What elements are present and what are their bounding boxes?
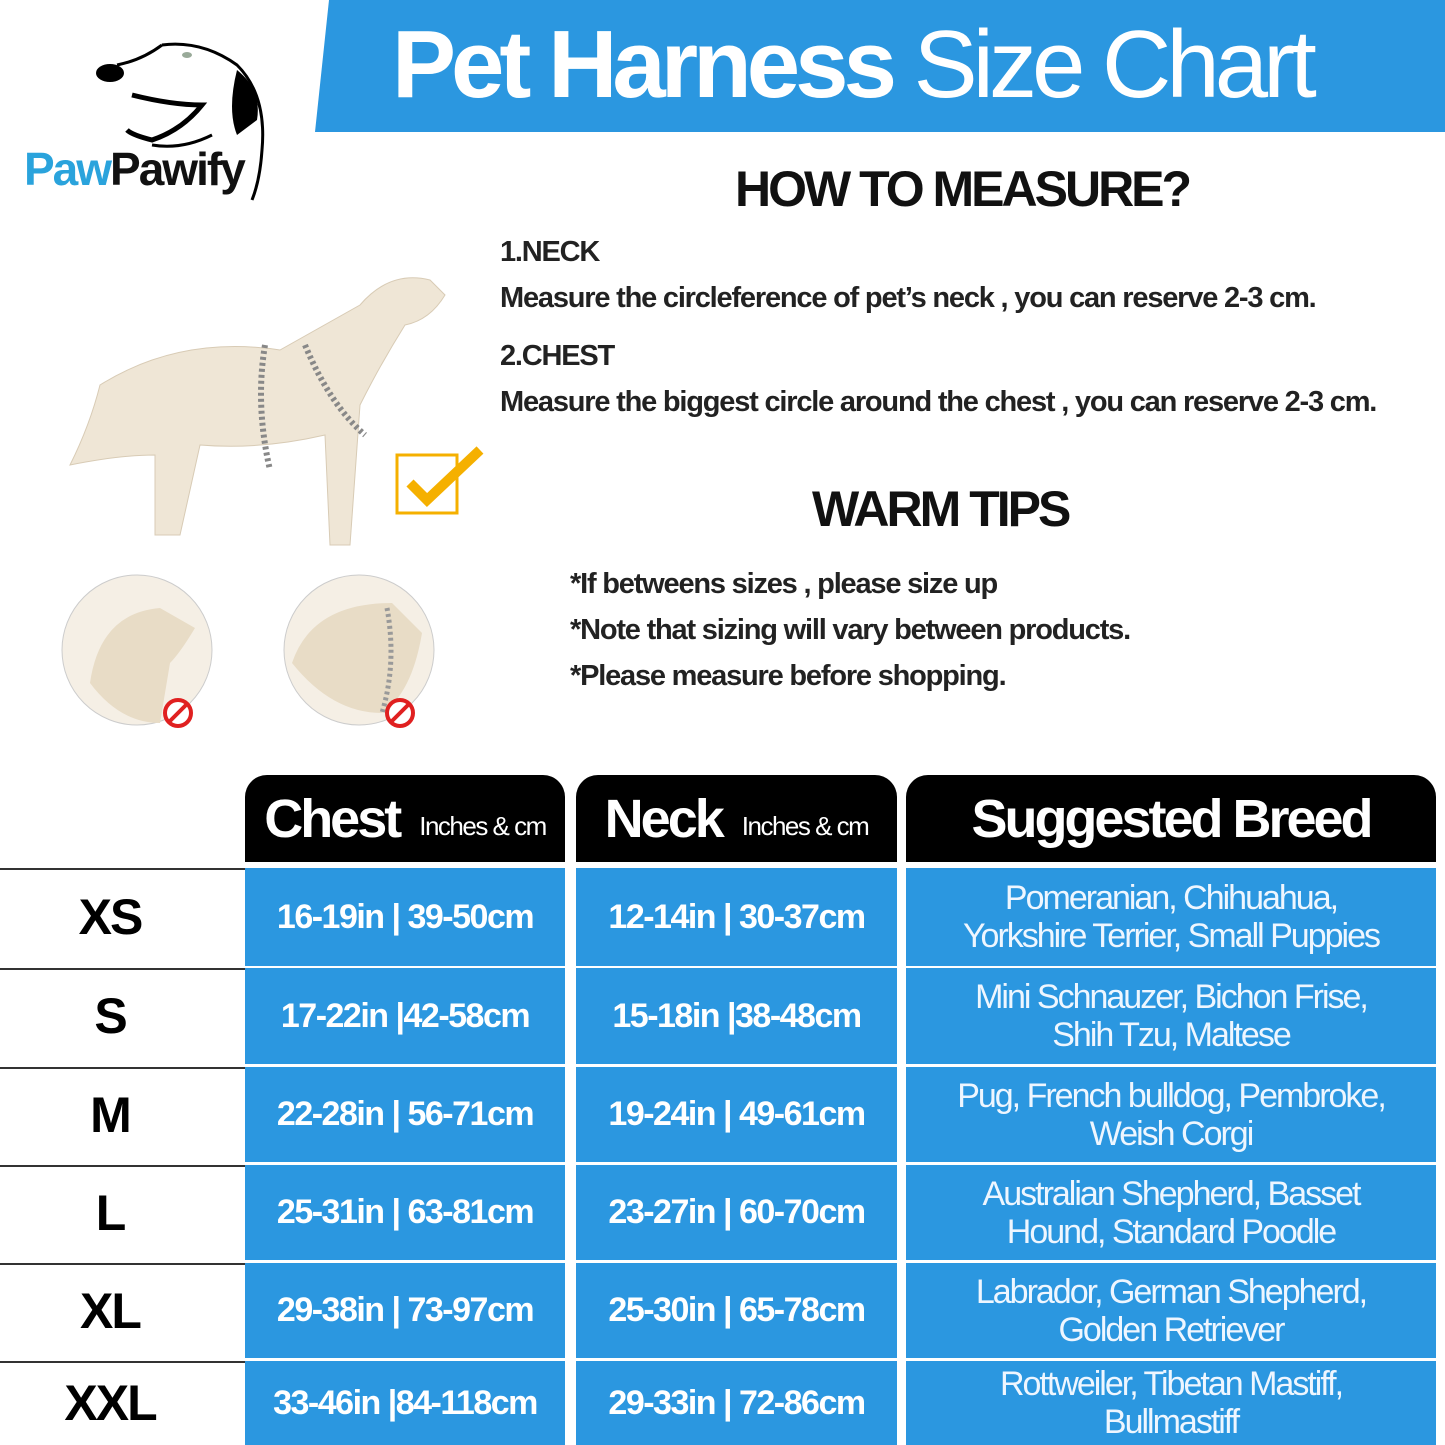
- page-title: Pet Harness Size Chart: [392, 10, 1317, 120]
- breed-line-1: Pomeranian, Chihuahua,: [1004, 879, 1339, 917]
- chest-label: 2.CHEST: [500, 340, 615, 372]
- size-label: S: [94, 988, 127, 1044]
- neck-value: 23-27in | 60-70cm: [576, 1165, 897, 1260]
- neck-instructions: Measure the circleference of pet’s neck …: [500, 282, 1317, 314]
- header-breed: Suggested Breed: [906, 775, 1436, 862]
- warm-tips-heading: WARM TIPS: [812, 481, 1071, 537]
- row-divider: [0, 1263, 245, 1265]
- breed-line-1: Rottweiler, Tibetan Mastiff,: [999, 1365, 1344, 1403]
- breed-line-1: Australian Shepherd, Basset: [982, 1174, 1362, 1213]
- breed-line-2: Bullmastiff: [1103, 1403, 1240, 1441]
- breed-value: Rottweiler, Tibetan Mastiff, Bullmastiff: [906, 1361, 1436, 1445]
- neck-value: 12-14in | 30-37cm: [576, 868, 897, 966]
- wrong-chest-image: [283, 574, 435, 728]
- breed-line-2: Golden Retriever: [1058, 1310, 1285, 1349]
- dog-logo-icon: [96, 42, 265, 201]
- size-label: XS: [78, 889, 144, 945]
- chest-value: 29-38in | 73-97cm: [245, 1263, 565, 1358]
- row-divider: [0, 1067, 245, 1069]
- breed-line-2: Weish Corgi: [1089, 1114, 1255, 1153]
- chest-instructions: Measure the biggest circle around the ch…: [500, 386, 1377, 418]
- breed-line-1: Labrador, German Shepherd,: [975, 1272, 1368, 1311]
- header-neck: Neck Inches & cm: [576, 775, 897, 862]
- dog-measuring-image: [69, 277, 446, 546]
- neck-value: 19-24in | 49-61cm: [576, 1067, 897, 1162]
- header-chest: Chest Inches & cm: [245, 775, 565, 862]
- checkmark-icon: [395, 446, 484, 515]
- wrong-neck-image: [61, 574, 213, 728]
- neck-value: 29-33in | 72-86cm: [576, 1361, 897, 1445]
- tip-3: *Please measure before shopping.: [570, 660, 1007, 692]
- breed-line-2: Yorkshire Terrier, Small Puppies: [962, 917, 1381, 955]
- breed-line-2: Shih Tzu, Maltese: [1052, 1016, 1292, 1054]
- title-banner: [315, 0, 1445, 132]
- tip-2: *Note that sizing will vary between prod…: [570, 614, 1131, 646]
- row-divider: [0, 1165, 245, 1167]
- size-label: XXL: [64, 1375, 157, 1431]
- chest-value: 33-46in |84-118cm: [245, 1361, 565, 1445]
- neck-label: 1.NECK: [500, 236, 600, 268]
- brand-logo: PawPawify: [24, 143, 246, 195]
- chest-value: 17-22in |42-58cm: [245, 968, 565, 1064]
- row-divider: [0, 1361, 245, 1363]
- chest-value: 22-28in | 56-71cm: [245, 1067, 565, 1162]
- breed-line-1: Pug, French bulldog, Pembroke,: [957, 1076, 1387, 1115]
- neck-value: 15-18in |38-48cm: [576, 968, 897, 1064]
- breed-value: Pomeranian, Chihuahua, Yorkshire Terrier…: [906, 868, 1436, 966]
- tip-1: *If betweens sizes , please size up: [570, 568, 998, 600]
- size-label: XL: [80, 1282, 142, 1339]
- title-bold: Pet Harness: [392, 11, 897, 118]
- row-divider: [0, 968, 245, 970]
- size-label: M: [90, 1086, 132, 1143]
- row-divider: [0, 868, 245, 870]
- breed-line-1: Mini Schnauzer, Bichon Frise,: [975, 978, 1369, 1016]
- breed-value: Pug, French bulldog, Pembroke, Weish Cor…: [906, 1067, 1436, 1162]
- how-to-measure-heading: HOW TO MEASURE?: [735, 161, 1192, 217]
- breed-value: Labrador, German Shepherd, Golden Retrie…: [906, 1263, 1436, 1358]
- size-label: L: [95, 1184, 127, 1241]
- title-light: Size Chart: [913, 11, 1317, 118]
- breed-value: Mini Schnauzer, Bichon Frise, Shih Tzu, …: [906, 968, 1436, 1064]
- neck-value: 25-30in | 65-78cm: [576, 1263, 897, 1358]
- breed-line-2: Hound, Standard Poodle: [1006, 1212, 1337, 1251]
- breed-value: Australian Shepherd, Basset Hound, Stand…: [906, 1165, 1436, 1260]
- chest-value: 16-19in | 39-50cm: [245, 868, 565, 966]
- chest-value: 25-31in | 63-81cm: [245, 1165, 565, 1260]
